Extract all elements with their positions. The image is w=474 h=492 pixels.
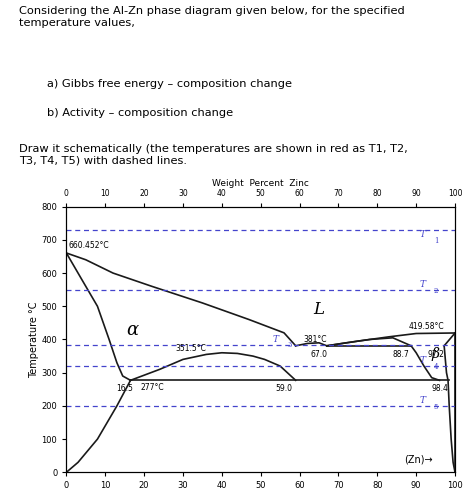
Text: 381°C: 381°C <box>303 335 327 344</box>
Text: 3: 3 <box>288 341 292 349</box>
Text: 277°C: 277°C <box>140 383 164 392</box>
Y-axis label: Temperature °C: Temperature °C <box>29 301 39 378</box>
Text: 59.0: 59.0 <box>275 384 292 393</box>
Text: (Zn)→: (Zn)→ <box>404 455 433 465</box>
Text: 16.5: 16.5 <box>116 384 133 393</box>
Text: a) Gibbs free energy – composition change: a) Gibbs free energy – composition chang… <box>47 79 292 89</box>
Text: 5: 5 <box>434 402 438 410</box>
Text: α: α <box>127 320 138 338</box>
Text: T: T <box>273 335 278 344</box>
Text: β: β <box>432 347 439 362</box>
Text: Considering the Al-Zn phase diagram given below, for the specified
temperature v: Considering the Al-Zn phase diagram give… <box>19 6 405 28</box>
Text: b) Activity – composition change: b) Activity – composition change <box>47 108 234 118</box>
Text: 660.452°C: 660.452°C <box>68 242 109 250</box>
Text: Draw it schematically (the temperatures are shown in red as T1, T2,
T3, T4, T5) : Draw it schematically (the temperatures … <box>19 144 408 165</box>
Text: 419.58°C: 419.58°C <box>409 322 444 331</box>
Text: T: T <box>420 396 426 404</box>
Text: 98.4: 98.4 <box>431 384 448 393</box>
Text: T: T <box>420 280 426 289</box>
Text: 97.2: 97.2 <box>427 350 444 359</box>
Text: L: L <box>313 301 325 318</box>
Text: 351.5°C: 351.5°C <box>175 344 206 353</box>
X-axis label: Weight  Percent  Zinc: Weight Percent Zinc <box>212 179 309 188</box>
Text: 88.7: 88.7 <box>392 350 409 359</box>
Text: 4: 4 <box>434 363 438 370</box>
Text: T: T <box>420 356 426 365</box>
Text: 1: 1 <box>434 237 438 245</box>
Text: T: T <box>420 230 426 239</box>
Text: 67.0: 67.0 <box>310 350 328 359</box>
Text: 2: 2 <box>434 287 438 295</box>
